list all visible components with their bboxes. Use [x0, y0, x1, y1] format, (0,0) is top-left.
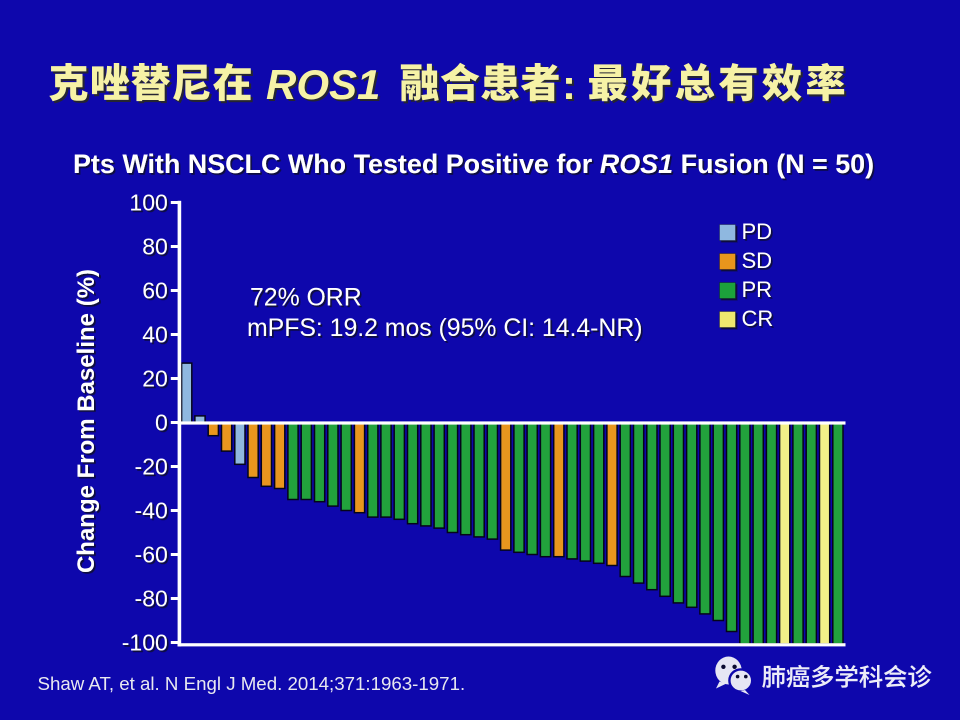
svg-text:-80: -80 [135, 586, 168, 612]
svg-text::: : [564, 63, 578, 110]
svg-text:CR: CR [742, 306, 774, 331]
svg-text:-20: -20 [135, 454, 168, 480]
svg-text:100: 100 [129, 190, 167, 216]
svg-text::: : [562, 61, 576, 108]
svg-text:ROS1: ROS1 [268, 63, 382, 110]
svg-text:-40: -40 [135, 498, 168, 524]
svg-text:ROS1: ROS1 [600, 149, 673, 179]
svg-text:-60: -60 [135, 542, 168, 568]
svg-text:60: 60 [142, 278, 168, 304]
svg-text:-100: -100 [122, 630, 168, 656]
svg-text:80: 80 [142, 234, 168, 260]
svg-text:SD: SD [742, 248, 773, 273]
svg-text:Fusion (N = 50): Fusion (N = 50) [681, 149, 875, 179]
svg-text:mPFS: 19.2 mos (95% CI: 14.4-N: mPFS: 19.2 mos (95% CI: 14.4-NR) [247, 315, 643, 342]
svg-text:40: 40 [142, 322, 168, 348]
svg-text:PR: PR [742, 277, 773, 302]
svg-text:Pts With NSCLC Who Tested Posi: Pts With NSCLC Who Tested Positive for [73, 149, 593, 179]
svg-text:72% ORR: 72% ORR [250, 285, 362, 312]
svg-text:Change From Baseline (%): Change From Baseline (%) [73, 269, 100, 573]
svg-text:Shaw AT, et al. N Engl J Med.: Shaw AT, et al. N Engl J Med. 2014;371:1… [38, 673, 466, 694]
svg-text:20: 20 [142, 366, 168, 392]
svg-text:PD: PD [742, 219, 773, 244]
svg-text:0: 0 [155, 410, 168, 436]
svg-text:ROS1: ROS1 [266, 61, 380, 108]
